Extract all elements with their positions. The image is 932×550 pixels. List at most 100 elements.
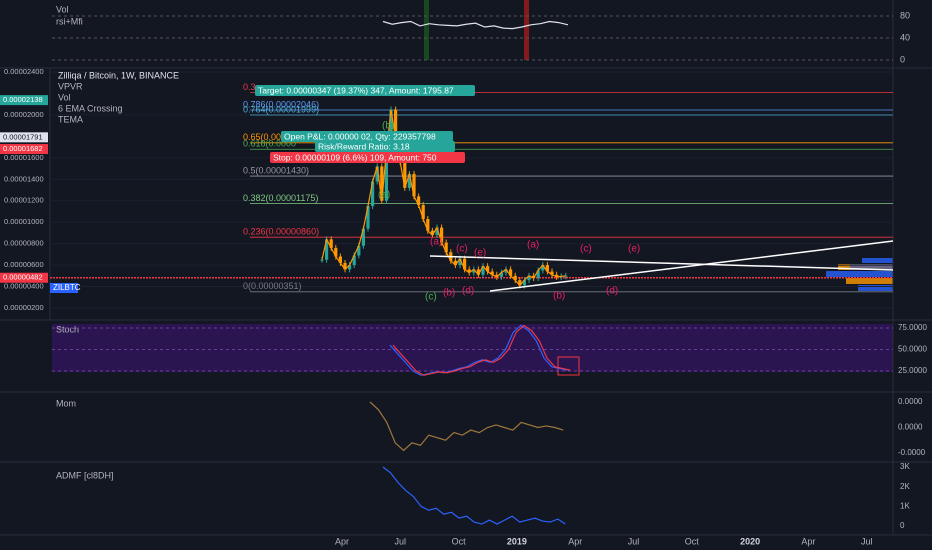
legend-text: Zilliqa / Bitcoin, 1W, BINANCE	[58, 70, 179, 80]
panel-label: Vol	[56, 4, 69, 14]
y-tick-label: 0.00001000	[4, 217, 44, 226]
stoch-d	[392, 324, 571, 376]
trade-text: Open P&L: 0.00000 02, Qty: 229357798	[284, 131, 436, 141]
wave-label: (e)	[474, 248, 486, 259]
candle	[472, 269, 476, 273]
x-tick-label: Apr	[568, 536, 582, 546]
x-tick-label: Apr	[335, 536, 349, 546]
candle	[329, 239, 333, 248]
candle	[458, 258, 462, 266]
candle	[348, 265, 352, 270]
candle	[481, 266, 485, 275]
candle	[527, 275, 531, 281]
wave-label: (e)	[628, 244, 640, 255]
x-tick-label: Oct	[685, 536, 700, 546]
fib-label: 0.236(0.00000860)	[243, 227, 319, 237]
candle	[366, 206, 370, 229]
wave-label: (c)	[425, 292, 437, 303]
legend-text: Vol	[58, 92, 71, 102]
wave-label: (b)	[382, 121, 394, 132]
x-tick-label: 2020	[740, 536, 760, 546]
wave-label: (d)	[462, 286, 474, 297]
candle	[486, 266, 490, 272]
candle	[476, 269, 480, 275]
candle	[412, 173, 416, 197]
candle	[495, 274, 499, 277]
symbol-tag: ZILBTC	[53, 283, 81, 292]
wave-label: (a)	[378, 190, 390, 201]
candle	[545, 265, 549, 272]
panel-label: Stoch	[56, 324, 79, 334]
candle	[334, 247, 338, 257]
candle	[430, 230, 434, 236]
y-tick-label: 0.00002000	[4, 110, 44, 119]
trade-text: Target: 0.00000347 (19.37%) 347, Amount:…	[258, 85, 454, 95]
candle	[417, 196, 421, 206]
candle	[522, 280, 526, 286]
trade-box	[255, 85, 475, 96]
y-tick-label: 0.00000600	[4, 260, 44, 269]
y-tick-label: 0.00000200	[4, 303, 44, 312]
candle	[541, 265, 545, 271]
candle	[490, 271, 494, 275]
wave-label: (c)	[580, 244, 592, 255]
price-tag-label: 0.00000482	[3, 273, 43, 282]
x-tick-label: 2019	[507, 536, 527, 546]
y-tick-label: 0.00001400	[4, 174, 44, 183]
candle	[513, 275, 517, 281]
candle	[504, 269, 508, 273]
y-tick-label: 0.00000800	[4, 239, 44, 248]
price-tag	[0, 272, 48, 283]
candle	[518, 280, 522, 286]
legend-text: TEMA	[58, 114, 83, 124]
fib-label: 0.764(0.00001999)	[243, 104, 319, 114]
candle	[435, 227, 439, 236]
y-tick-label: -0.0000	[898, 448, 926, 457]
candle	[421, 205, 425, 219]
wave-label: (b)	[553, 291, 565, 302]
candle	[320, 259, 324, 261]
candle	[325, 239, 329, 260]
candle	[426, 218, 430, 231]
candle	[380, 166, 384, 201]
fib-label: 0.5(0.00001430)	[243, 165, 309, 175]
volume-profile	[826, 258, 893, 291]
trend-line	[489, 240, 894, 292]
y-tick-label: 0	[900, 521, 905, 530]
candle	[463, 258, 467, 270]
candle	[375, 166, 379, 182]
candle	[536, 270, 540, 278]
tema-line	[321, 109, 566, 287]
y-tick-label: 0.00001600	[4, 153, 44, 162]
fib-label: 0.618(0.0000	[243, 139, 296, 149]
candle	[444, 242, 448, 253]
candle	[352, 255, 356, 266]
y-tick-label: 3K	[900, 462, 910, 471]
y-tick-label: 25.0000	[898, 366, 927, 375]
x-tick-label: Oct	[452, 536, 467, 546]
y-tick-label: 0.0000	[898, 397, 923, 406]
stoch-k	[389, 324, 568, 376]
candle	[467, 269, 471, 273]
trade-text: Risk/Reward Ratio: 3.18	[318, 141, 410, 151]
y-tick-label: 0.00000400	[4, 282, 44, 291]
fib-label: 0.786(0.00002046)	[243, 99, 319, 109]
price-tag	[0, 132, 48, 143]
candle	[440, 227, 444, 243]
y-tick-label: 75.0000	[898, 323, 927, 332]
candle	[343, 262, 347, 270]
y-tick-label: 0.0000	[898, 423, 923, 432]
candle	[384, 152, 388, 201]
rsi-line	[382, 20, 569, 30]
wave-label: (c)	[456, 244, 468, 255]
candle	[555, 274, 559, 277]
fib-label: 0.382(0.00001175)	[243, 193, 318, 203]
candle	[509, 269, 513, 276]
trend-line	[429, 255, 894, 271]
candle	[550, 271, 554, 275]
candle	[499, 272, 503, 277]
y-tick-label: 0	[900, 54, 905, 64]
y-tick-label: 0.00001200	[4, 196, 44, 205]
wave-label: (a)	[430, 237, 442, 248]
